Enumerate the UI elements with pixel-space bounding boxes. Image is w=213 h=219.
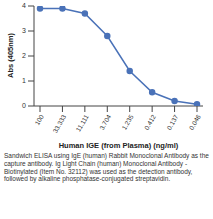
svg-text:0.046: 0.046 <box>188 113 202 131</box>
svg-text:0.137: 0.137 <box>165 113 179 131</box>
svg-text:2: 2 <box>22 52 26 59</box>
svg-text:Abs (405nm): Abs (405nm) <box>8 32 15 78</box>
svg-text:1: 1 <box>22 77 26 84</box>
svg-text:4: 4 <box>22 2 26 9</box>
svg-text:Human IGE (from Plasma) (ng/ml: Human IGE (from Plasma) (ng/ml) <box>59 141 179 150</box>
svg-text:0: 0 <box>22 102 26 109</box>
svg-text:11.111: 11.111 <box>74 113 89 133</box>
svg-text:3: 3 <box>22 27 26 34</box>
html-text:Sandwich ELISA using IgE (huma: Sandwich ELISA using IgE (human) Rabbit … <box>4 152 209 183</box>
svg-text:1.235: 1.235 <box>120 113 134 131</box>
svg-text:100: 100 <box>33 113 45 126</box>
svg-text:0.412: 0.412 <box>143 113 157 131</box>
svg-text:3.704: 3.704 <box>98 113 112 131</box>
svg-text:33.333: 33.333 <box>51 113 67 134</box>
